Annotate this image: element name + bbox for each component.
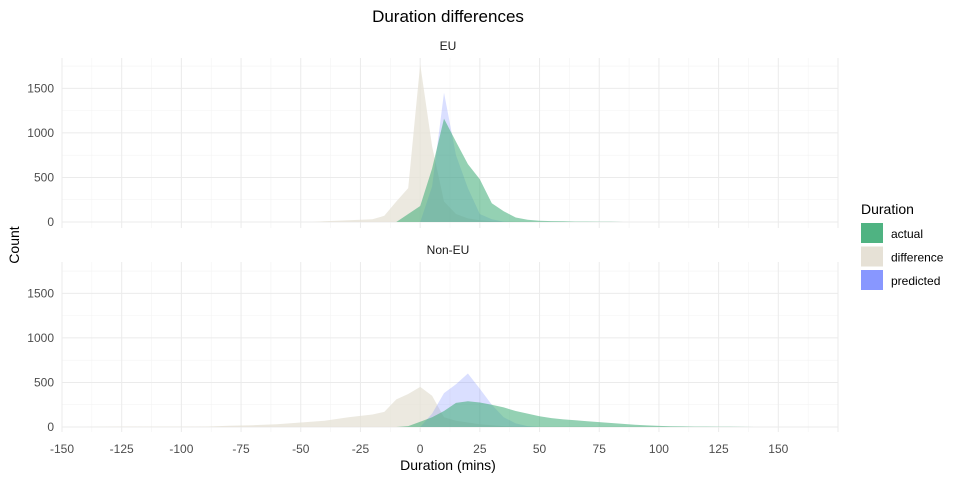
x-tick-label: 150 xyxy=(768,442,788,456)
area-difference-eu xyxy=(312,64,528,222)
y-tick-label: 0 xyxy=(47,420,54,434)
x-tick-label: 0 xyxy=(417,442,424,456)
x-tick-label: -125 xyxy=(110,442,134,456)
x-tick-label: 50 xyxy=(533,442,547,456)
x-tick-label: 125 xyxy=(709,442,729,456)
legend: Duration actual difference predicted xyxy=(861,201,944,290)
legend-label-difference: difference xyxy=(891,251,944,265)
x-tick-label: 75 xyxy=(593,442,607,456)
x-tick-label: -75 xyxy=(232,442,250,456)
y-tick-label: 500 xyxy=(34,375,54,389)
y-axis-title: Count xyxy=(6,226,22,263)
x-tick-label: -25 xyxy=(352,442,370,456)
panel-non-eu-strip-label: Non-EU xyxy=(427,243,470,257)
chart-title: Duration differences xyxy=(372,7,524,26)
x-tick-label: -50 xyxy=(292,442,310,456)
panel-eu: EU 0 500 1000 1500 xyxy=(27,39,839,229)
legend-swatch-predicted xyxy=(861,270,883,290)
area-actual-non-eu xyxy=(396,401,755,427)
legend-title: Duration xyxy=(861,201,914,217)
x-axis-title: Duration (mins) xyxy=(400,457,496,473)
x-tick-label: 100 xyxy=(649,442,669,456)
y-tick-label: 1000 xyxy=(27,126,54,140)
area-actual-eu xyxy=(396,118,624,222)
legend-swatch-difference xyxy=(861,246,883,267)
legend-swatch-actual xyxy=(861,223,883,243)
x-tick-label: -100 xyxy=(169,442,193,456)
panel-non-eu: Non-EU 0 500 1000 1500 xyxy=(27,243,839,434)
area-difference-non-eu xyxy=(85,386,540,427)
y-tick-label: 0 xyxy=(47,215,54,229)
y-tick-label: 1500 xyxy=(27,81,54,95)
x-axis: -150 -125 -100 -75 -50 -25 0 25 50 75 100 125 150 xyxy=(50,442,789,456)
y-tick-label: 1000 xyxy=(27,331,54,345)
y-tick-label: 500 xyxy=(34,170,54,184)
x-tick-label: 25 xyxy=(473,442,487,456)
x-tick-label: -150 xyxy=(50,442,74,456)
legend-label-actual: actual xyxy=(891,227,923,241)
panel-eu-strip-label: EU xyxy=(440,39,457,53)
legend-label-predicted: predicted xyxy=(891,274,940,288)
y-tick-label: 1500 xyxy=(27,286,54,300)
